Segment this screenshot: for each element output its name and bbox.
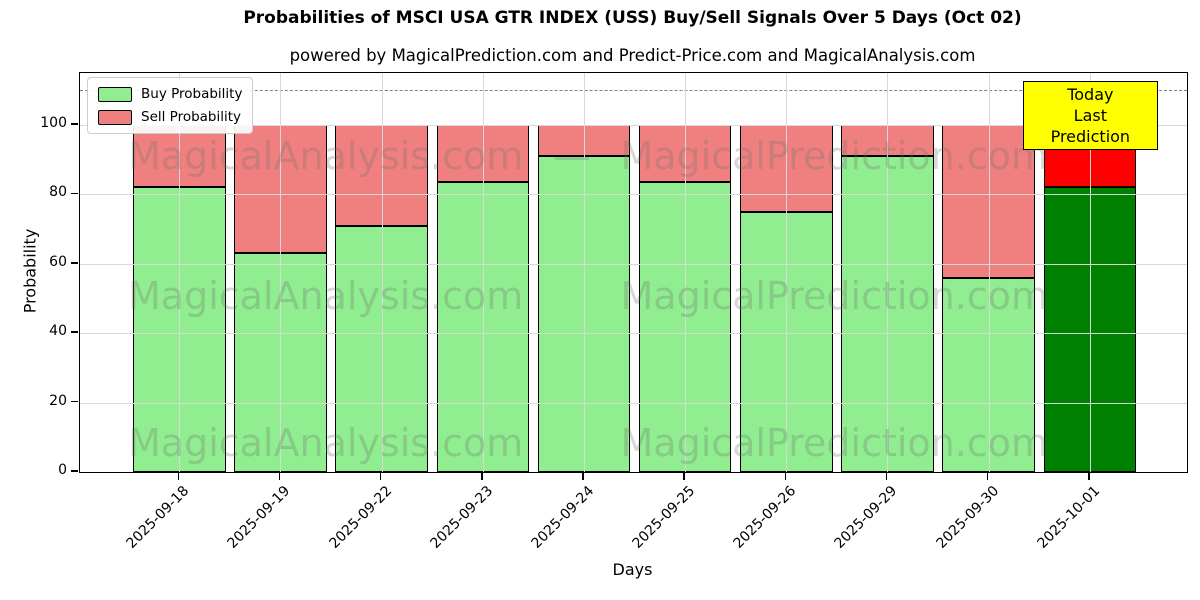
dashed-threshold-line bbox=[80, 90, 1187, 92]
bar-sell-segment bbox=[234, 125, 327, 254]
x-tick-mark bbox=[481, 472, 483, 480]
x-tick-mark bbox=[683, 472, 685, 480]
y-axis-label: Probability bbox=[20, 228, 40, 314]
h-gridline bbox=[80, 402, 1187, 404]
v-gridline bbox=[786, 73, 788, 472]
y-tick-mark bbox=[71, 400, 78, 403]
x-tick-mark bbox=[986, 472, 989, 480]
y-tick-label: 20 bbox=[49, 392, 67, 409]
x-axis-label: Days bbox=[612, 560, 653, 579]
v-gridline bbox=[887, 73, 889, 472]
x-tick-mark bbox=[379, 472, 382, 480]
sell-color-swatch bbox=[98, 109, 132, 125]
x-tick-label: 2025-09-25 bbox=[629, 483, 699, 552]
today-annotation-line1: Today bbox=[1067, 85, 1114, 104]
v-gridline bbox=[482, 73, 484, 472]
h-gridline bbox=[80, 125, 1187, 127]
bar-buy-segment bbox=[234, 253, 327, 472]
x-tick-label: 2025-09-26 bbox=[730, 483, 800, 552]
x-tick-label: 2025-09-23 bbox=[427, 483, 497, 552]
h-gridline bbox=[80, 263, 1187, 265]
v-gridline bbox=[583, 73, 585, 472]
x-tick-label: 2025-09-19 bbox=[224, 483, 294, 552]
x-tick-mark bbox=[278, 472, 281, 480]
v-gridline bbox=[381, 73, 383, 472]
legend: Buy Probability Sell Probability bbox=[87, 77, 254, 134]
y-tick-mark bbox=[71, 470, 78, 472]
buy-color-swatch bbox=[98, 86, 132, 102]
y-tick-label: 60 bbox=[49, 253, 67, 270]
y-tick-mark bbox=[71, 262, 78, 264]
v-gridline bbox=[1089, 73, 1091, 472]
x-tick-mark bbox=[784, 472, 787, 480]
x-tick-mark bbox=[885, 472, 888, 480]
today-annotation: Today Last Prediction bbox=[1022, 81, 1158, 150]
x-tick-mark bbox=[1088, 472, 1090, 480]
y-tick-label: 0 bbox=[58, 462, 67, 478]
chart-title: Probabilities of MSCI USA GTR INDEX (USS… bbox=[243, 8, 1022, 28]
y-tick-label: 80 bbox=[49, 184, 67, 201]
today-annotation-line2: Last Prediction bbox=[1050, 106, 1131, 146]
v-gridline bbox=[988, 73, 990, 472]
v-gridline bbox=[280, 73, 282, 472]
legend-item-sell: Sell Probability bbox=[98, 109, 242, 125]
legend-label-sell: Sell Probability bbox=[141, 109, 242, 125]
x-tick-label: 2025-09-29 bbox=[831, 483, 901, 552]
x-tick-label: 2025-09-30 bbox=[933, 483, 1002, 552]
x-tick-mark bbox=[582, 472, 584, 480]
h-gridline bbox=[80, 333, 1187, 335]
y-tick-mark bbox=[71, 192, 78, 195]
x-tick-label: 2025-10-01 bbox=[1034, 483, 1104, 552]
bar-buy-today bbox=[1043, 187, 1137, 472]
chart-subtitle: powered by MagicalPrediction.com and Pre… bbox=[289, 46, 976, 65]
x-tick-label: 2025-09-24 bbox=[528, 483, 598, 552]
h-gridline bbox=[80, 194, 1187, 196]
v-gridline bbox=[685, 73, 687, 472]
plot-area: Buy Probability Sell Probability Today L… bbox=[79, 72, 1188, 473]
y-tick-mark bbox=[71, 331, 78, 333]
y-tick-mark bbox=[71, 123, 78, 125]
y-tick-label: 40 bbox=[49, 323, 67, 340]
legend-item-buy: Buy Probability bbox=[98, 86, 242, 102]
v-gridline bbox=[179, 73, 181, 472]
legend-label-buy: Buy Probability bbox=[141, 86, 243, 102]
x-tick-label: 2025-09-18 bbox=[123, 483, 193, 552]
x-tick-label: 2025-09-22 bbox=[326, 483, 395, 552]
y-tick-label: 100 bbox=[40, 115, 67, 132]
x-tick-mark bbox=[177, 472, 180, 480]
